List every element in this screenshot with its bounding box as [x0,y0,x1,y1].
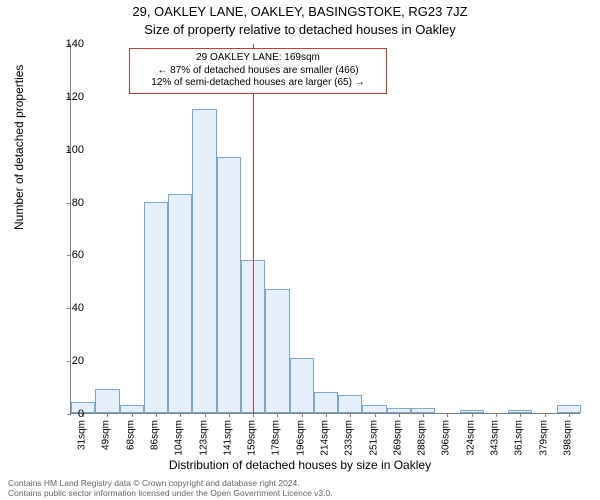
xtick-mark [302,413,303,417]
xtick-mark [277,413,278,417]
xtick-label: 178sqm [271,420,282,456]
footer-line1: Contains HM Land Registry data © Crown c… [8,478,333,488]
histogram-bar [290,358,314,414]
xtick-label: 251sqm [368,420,379,456]
ytick-label: 120 [44,91,84,103]
histogram-bar [120,405,144,413]
annotation-line1: 29 OAKLEY LANE: 169sqm [136,52,380,65]
xtick-mark [350,413,351,417]
ytick-label: 140 [44,38,84,50]
plot-area: 29 OAKLEY LANE: 169sqm← 87% of detached … [70,44,580,414]
footer-line2: Contains public sector information licen… [8,488,333,498]
annotation-box: 29 OAKLEY LANE: 169sqm← 87% of detached … [129,48,387,94]
xtick-label: 196sqm [295,420,306,456]
y-axis-label: Number of detached properties [12,65,26,230]
xtick-mark [447,413,448,417]
xtick-mark [545,413,546,417]
page-title-address: 29, OAKLEY LANE, OAKLEY, BASINGSTOKE, RG… [0,4,600,19]
xtick-label: 49sqm [101,420,112,450]
xtick-label: 86sqm [150,420,161,450]
xtick-label: 343sqm [490,420,501,456]
histogram-bar [217,157,241,413]
xtick-label: 68sqm [125,420,136,450]
xtick-label: 214sqm [320,420,331,456]
x-axis-label: Distribution of detached houses by size … [0,458,600,472]
xtick-mark [496,413,497,417]
ytick-label: 60 [44,249,84,261]
ytick-label: 80 [44,197,84,209]
xtick-label: 141sqm [222,420,233,456]
histogram-bar [314,392,338,413]
marker-line [253,44,254,413]
histogram-bar [95,389,119,413]
xtick-mark [375,413,376,417]
histogram-bar [557,405,581,413]
annotation-line2: ← 87% of detached houses are smaller (46… [136,65,380,78]
xtick-label: 306sqm [441,420,452,456]
xtick-mark [326,413,327,417]
annotation-line3: 12% of semi-detached houses are larger (… [136,77,380,90]
xtick-label: 398sqm [562,420,573,456]
xtick-mark [520,413,521,417]
xtick-mark [180,413,181,417]
ytick-label: 40 [44,302,84,314]
xtick-mark [569,413,570,417]
xtick-label: 233sqm [344,420,355,456]
xtick-label: 288sqm [417,420,428,456]
copyright-footer: Contains HM Land Registry data © Crown c… [8,478,333,498]
histogram-bar [338,395,362,414]
histogram-chart: 29 OAKLEY LANE: 169sqm← 87% of detached … [70,44,580,414]
xtick-mark [229,413,230,417]
xtick-mark [156,413,157,417]
histogram-bar [265,289,289,413]
histogram-bar [192,109,216,413]
xtick-mark [205,413,206,417]
histogram-bar [362,405,386,413]
xtick-mark [253,413,254,417]
xtick-label: 324sqm [465,420,476,456]
histogram-bar [168,194,192,413]
xtick-label: 361sqm [514,420,525,456]
xtick-label: 269sqm [392,420,403,456]
xtick-mark [472,413,473,417]
xtick-label: 159sqm [247,420,258,456]
xtick-mark [399,413,400,417]
xtick-mark [423,413,424,417]
xtick-label: 31sqm [77,420,88,450]
ytick-label: 100 [44,144,84,156]
xtick-label: 123sqm [198,420,209,456]
histogram-bar [144,202,168,413]
ytick-label: 0 [44,408,84,420]
page-title-subtitle: Size of property relative to detached ho… [0,22,600,37]
xtick-label: 379sqm [538,420,549,456]
ytick-label: 20 [44,355,84,367]
xtick-mark [107,413,108,417]
xtick-label: 104sqm [174,420,185,456]
xtick-mark [132,413,133,417]
